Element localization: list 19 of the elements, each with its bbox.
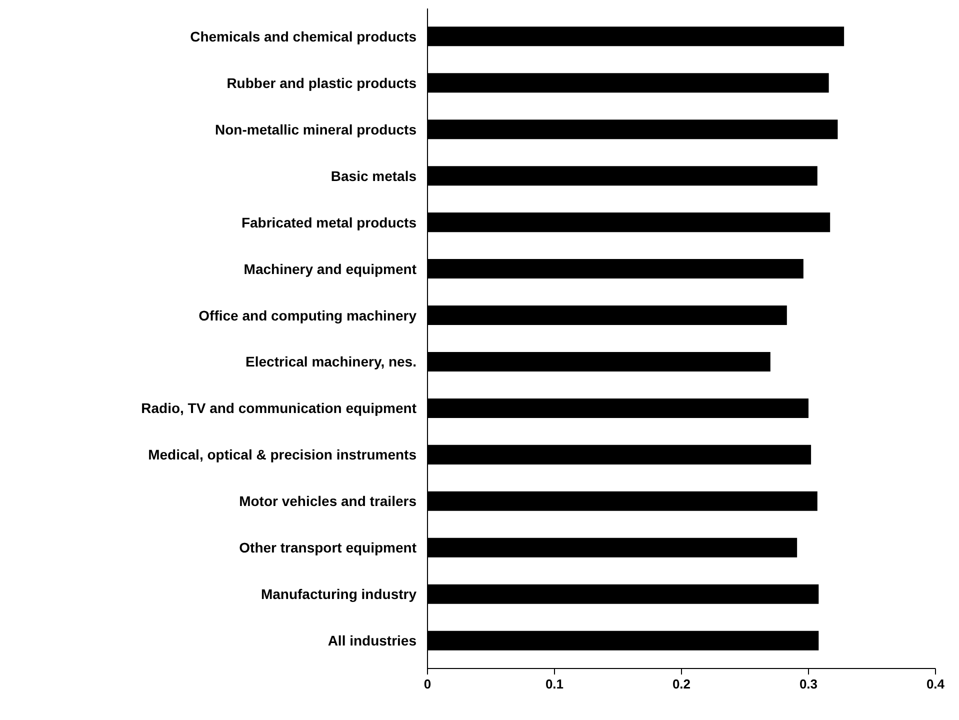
x-tick-label: 0.4 [926, 676, 946, 692]
y-tick-label: Medical, optical & precision instruments [148, 446, 417, 463]
x-tick-label: 0.2 [672, 676, 691, 692]
y-tick-label: Motor vehicles and trailers [239, 493, 417, 510]
x-tick-label: 0.3 [799, 676, 818, 692]
y-tick-label: Machinery and equipment [244, 260, 417, 277]
y-tick-label: Rubber and plastic products [226, 74, 417, 91]
y-tick-label: Other transport equipment [239, 540, 417, 556]
y-tick-label: Manufacturing industry [260, 586, 417, 602]
y-tick-label: Chemicals and chemical products [190, 28, 417, 44]
y-tick-label: Non-metallic mineral products [215, 121, 417, 138]
y-tick-label: Office and computing machinery [198, 307, 417, 324]
y-tick-label: Basic metals [330, 168, 417, 184]
y-tick-label: All industries [328, 632, 417, 649]
y-tick-label: Radio, TV and communication equipment [141, 400, 417, 416]
x-tick-label: 0 [424, 676, 432, 692]
x-tick-label: 0.1 [545, 676, 564, 692]
y-tick-label: Electrical machinery, nes. [246, 354, 417, 370]
y-tick-label: Fabricated metal products [241, 214, 417, 230]
